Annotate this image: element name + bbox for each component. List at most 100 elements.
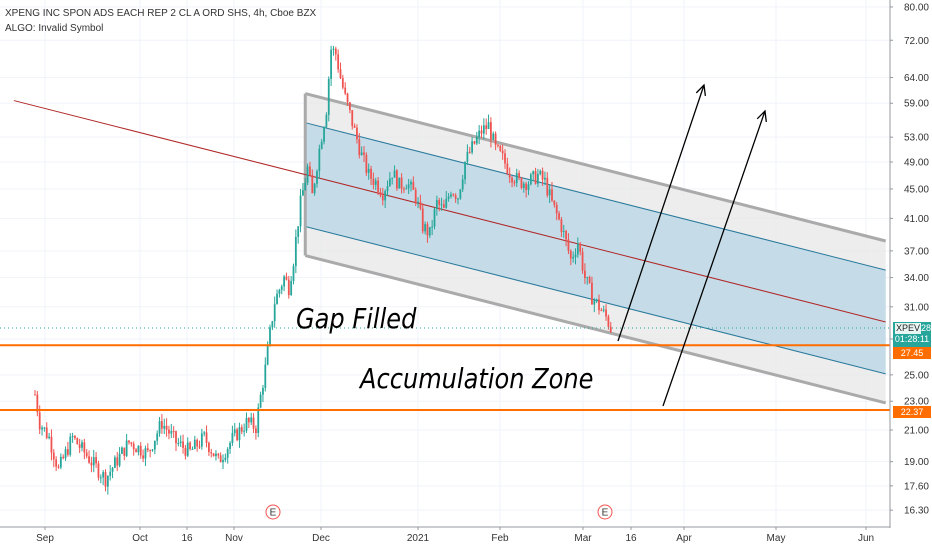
candle-body	[215, 453, 217, 457]
candlestick-series	[0, 45, 890, 495]
candle-body	[506, 163, 509, 174]
earnings-marker	[265, 504, 281, 520]
candle-body	[198, 446, 201, 448]
candle-body	[285, 276, 288, 280]
candle-body	[555, 204, 558, 214]
candle-body	[381, 195, 384, 201]
candle-body	[426, 224, 429, 236]
candle-body	[45, 427, 48, 439]
symbol-title: XPENG INC SPON ADS EACH REP 2 CL A ORD S…	[5, 8, 317, 19]
candle-body	[128, 440, 130, 443]
candle-body	[95, 457, 97, 464]
candle-body	[200, 433, 203, 447]
candle-body	[177, 442, 180, 444]
candle-body	[341, 78, 344, 88]
candle-body	[97, 463, 100, 478]
candle-body	[252, 417, 255, 429]
candle-body	[494, 133, 497, 145]
candle-body	[344, 87, 347, 94]
candle-body	[76, 438, 79, 445]
candle-body	[224, 457, 227, 460]
candle-body	[81, 442, 83, 448]
candle-body	[588, 277, 591, 283]
candle-body	[118, 453, 121, 466]
candle-body	[262, 387, 264, 395]
candle-body	[38, 412, 41, 430]
candle-body	[544, 177, 546, 180]
candle-body	[468, 151, 471, 153]
candle-body	[358, 139, 361, 156]
time-tick-label: Sep	[36, 533, 54, 544]
candle-body	[57, 466, 60, 468]
candle-body	[121, 447, 123, 454]
candle-body	[391, 177, 394, 179]
price-tick-label: 34.00	[904, 273, 929, 284]
candle-body	[161, 421, 163, 429]
candle-body	[609, 326, 612, 332]
candle-body	[309, 166, 311, 175]
candle-body	[384, 191, 387, 201]
candle-body	[414, 189, 417, 202]
candle-body	[50, 436, 53, 453]
candle-body	[55, 459, 58, 467]
candle-body	[99, 477, 102, 479]
candle-body	[497, 144, 499, 146]
candle-body	[278, 290, 281, 294]
candle-body	[351, 110, 354, 127]
candle-body	[219, 455, 222, 463]
candle-body	[379, 191, 382, 196]
candle-body	[424, 224, 426, 232]
candle-body	[266, 344, 269, 365]
candle-body	[109, 471, 112, 476]
candle-body	[360, 152, 363, 156]
candle-body	[102, 472, 105, 478]
price-tick-label: 59.00	[904, 99, 929, 110]
candle-body	[473, 141, 476, 144]
candle-body	[292, 266, 295, 281]
price-tick-label: 49.00	[904, 157, 929, 168]
candle-body	[363, 152, 365, 155]
candle-body	[123, 447, 126, 456]
candle-body	[574, 254, 577, 258]
candle-body	[562, 230, 565, 232]
candle-body	[593, 300, 596, 305]
candle-body	[447, 196, 450, 199]
candle-body	[212, 453, 215, 457]
candle-body	[370, 168, 372, 179]
price-axis[interactable]: 16.3017.6019.0021.0023.0025.0028.0031.00…	[889, 0, 929, 528]
price-tick-label: 19.00	[904, 457, 929, 468]
candle-body	[283, 276, 285, 287]
candle-body	[487, 122, 490, 130]
candle-body	[518, 173, 520, 178]
candle-body	[226, 448, 229, 458]
price-tick-label: 25.00	[904, 370, 929, 381]
earnings-marker-label: E	[602, 508, 609, 519]
candle-body	[163, 425, 166, 429]
candle-body	[522, 183, 525, 188]
projection-arrows	[617, 83, 767, 407]
time-tick-label: Oct	[132, 533, 148, 544]
candle-body	[36, 394, 39, 413]
time-tick-label: Nov	[225, 533, 243, 544]
candle-body	[276, 293, 278, 305]
candle-body	[421, 208, 424, 232]
candle-body	[508, 173, 511, 178]
candle-body	[280, 286, 283, 291]
candle-body	[116, 457, 119, 466]
candle-body	[548, 189, 551, 196]
candle-body	[165, 425, 168, 430]
candle-body	[553, 200, 556, 205]
candle-body	[520, 177, 523, 188]
channel-boundary	[304, 92, 887, 243]
candle-body	[579, 243, 582, 252]
indicator-status: ALGO: Invalid Symbol	[5, 23, 104, 34]
candle-body	[205, 432, 208, 443]
time-axis[interactable]: Sep Oct 16 Nov Dec 2021 Feb Mar 16 Apr May Jun	[0, 526, 890, 544]
candle-body	[551, 189, 553, 201]
candle-body	[435, 200, 438, 210]
time-tick-label: Apr	[676, 533, 692, 544]
price-tick-label: 72.00	[904, 36, 929, 47]
candle-body	[450, 194, 452, 197]
candle-body	[48, 436, 50, 439]
